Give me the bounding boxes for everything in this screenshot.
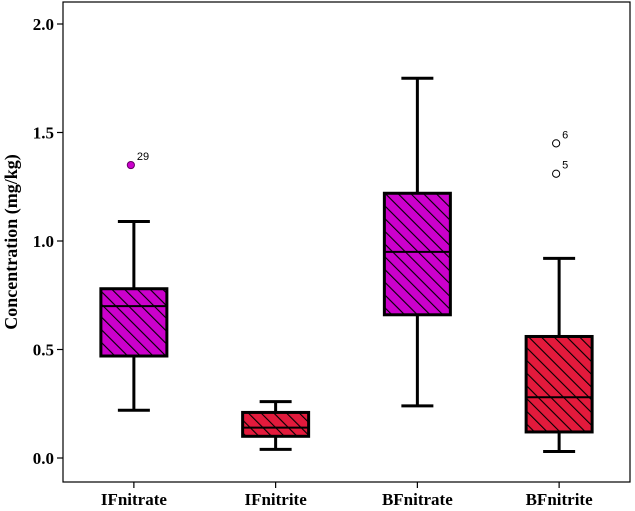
y-tick-label: 0.5 — [33, 341, 54, 360]
plot-frame — [62, 1, 631, 483]
y-axis-title: Concentration (mg/kg) — [1, 154, 22, 329]
outlier-label: 5 — [562, 160, 568, 172]
outlier-point — [552, 169, 561, 178]
outlier-label: 6 — [562, 129, 568, 141]
y-tick-label: 1.5 — [33, 124, 54, 143]
box-iqr — [241, 410, 311, 438]
x-axis: IFnitrate IFnitrite BFnitrate BFnitrite — [101, 482, 593, 509]
box-IFnitrate: 29 — [99, 151, 169, 412]
outlier-label: 29 — [137, 151, 149, 163]
box-iqr — [524, 334, 594, 434]
x-category-label: IFnitrate — [101, 490, 168, 509]
y-tick-label: 2.0 — [33, 15, 54, 34]
box-IFnitrite — [241, 400, 311, 451]
y-tick-label: 1.0 — [33, 232, 54, 251]
y-axis: 0.0 0.5 1.0 1.5 2.0 — [33, 15, 63, 468]
box-iqr — [382, 191, 452, 317]
outlier-point — [126, 160, 135, 170]
x-category-label: BFnitrite — [526, 490, 593, 509]
box-iqr — [99, 287, 169, 358]
outlier-point — [552, 139, 561, 148]
box-BFnitrite: 65 — [524, 129, 594, 453]
box-BFnitrate — [382, 76, 452, 408]
x-category-label: BFnitrate — [382, 490, 453, 509]
x-category-label: IFnitrite — [244, 490, 307, 509]
y-tick-label: 0.0 — [33, 449, 54, 468]
